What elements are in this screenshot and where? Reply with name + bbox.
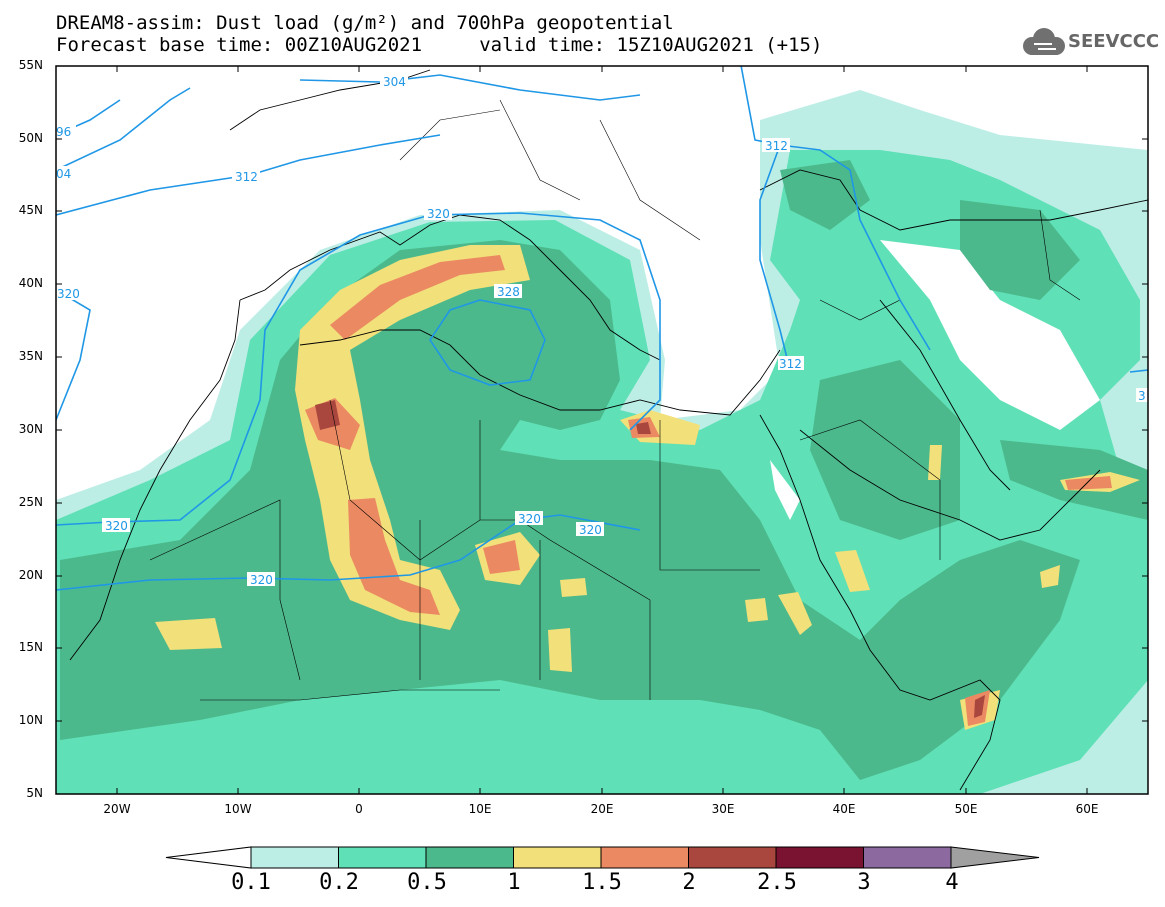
dust-area-2 xyxy=(315,400,340,430)
colorbar-label: 3 xyxy=(857,870,871,895)
dust-area-2 xyxy=(974,695,985,718)
lat-label: 25N xyxy=(18,495,43,509)
clean-area xyxy=(880,240,1100,430)
contour-label: 04 xyxy=(56,167,71,181)
contour-label: 304 xyxy=(383,75,406,89)
lon-label: 60E xyxy=(1075,802,1099,816)
map-title: DREAM8-assim: Dust load (g/m²) and 700hP… xyxy=(56,12,674,34)
colorbar-label: 0.1 xyxy=(231,870,271,895)
cloud-icon xyxy=(1023,28,1065,55)
dust-area-1.5 xyxy=(330,255,505,340)
contour-label: 320 xyxy=(518,512,541,526)
clean-area xyxy=(770,460,800,520)
contour-label: 320 xyxy=(427,207,450,221)
lat-label: 35N xyxy=(18,349,43,363)
geopotential-contours xyxy=(56,66,1148,591)
lat-label: 5N xyxy=(26,786,43,800)
lon-label: 30E xyxy=(711,802,735,816)
forecast-times: Forecast base time: 00Z10AUG2021 valid t… xyxy=(56,34,823,56)
lat-label: 55N xyxy=(18,58,43,72)
colorbar-label: 2.5 xyxy=(757,870,797,895)
colorbar-label: 0.2 xyxy=(319,870,359,895)
dust-area-1.5 xyxy=(1065,476,1112,490)
country-borders xyxy=(149,99,1081,701)
colorbar-label: 4 xyxy=(945,870,959,895)
axis-ticks xyxy=(56,65,1148,794)
dust-area-1 xyxy=(835,550,870,592)
contour-label: 312 xyxy=(779,357,802,371)
dust-area-1 xyxy=(745,598,768,622)
dust-area-1.5 xyxy=(348,498,440,615)
contour-label: 320 xyxy=(57,287,80,301)
lat-label: 40N xyxy=(18,276,43,290)
lon-label: 10E xyxy=(468,802,492,816)
lat-label: 50N xyxy=(18,131,43,145)
dust-area-1 xyxy=(778,592,812,635)
dust-area-1.5 xyxy=(483,540,520,574)
lon-label: 40E xyxy=(832,802,856,816)
colorbar-label: 2 xyxy=(682,870,696,895)
lon-label: 0 xyxy=(355,802,363,816)
dust-area-1 xyxy=(548,628,572,672)
colorbar-label: 0.5 xyxy=(407,870,447,895)
contour-label: 328 xyxy=(497,285,520,299)
dust-area-0.5 xyxy=(780,160,870,230)
dust-area-1 xyxy=(560,578,587,597)
dust-area-0.5 xyxy=(810,360,960,540)
contour-label: 320 xyxy=(250,573,273,587)
lat-label: 30N xyxy=(18,422,43,436)
lat-label: 15N xyxy=(18,640,43,654)
dust-area-0.5 xyxy=(960,200,1080,300)
lat-label: 45N xyxy=(18,203,43,217)
lon-label: 20W xyxy=(103,802,131,816)
dust-area-1 xyxy=(928,445,942,480)
contour-label: 312 xyxy=(765,139,788,153)
logo-text: SEEVCCC xyxy=(1068,31,1160,52)
contour-label: 3 xyxy=(1138,389,1146,403)
lon-label: 50E xyxy=(954,802,978,816)
contour-labels: 304 312 312 96 04 320 320 328 320 320 32… xyxy=(56,74,1148,587)
lon-label: 10W xyxy=(224,802,252,816)
contour-label: 96 xyxy=(56,125,71,139)
lon-label: 20E xyxy=(590,802,614,816)
dust-area-2 xyxy=(636,422,651,434)
contour-label: 312 xyxy=(235,170,258,184)
lat-label: 10N xyxy=(18,713,43,727)
dust-area-1 xyxy=(155,618,222,650)
contour-label: 320 xyxy=(105,519,128,533)
colorbar-label: 1.5 xyxy=(582,870,622,895)
lat-label: 20N xyxy=(18,568,43,582)
colorbar-label: 1 xyxy=(507,870,521,895)
contour-label: 320 xyxy=(579,523,602,537)
dust-area-1 xyxy=(1040,565,1060,588)
